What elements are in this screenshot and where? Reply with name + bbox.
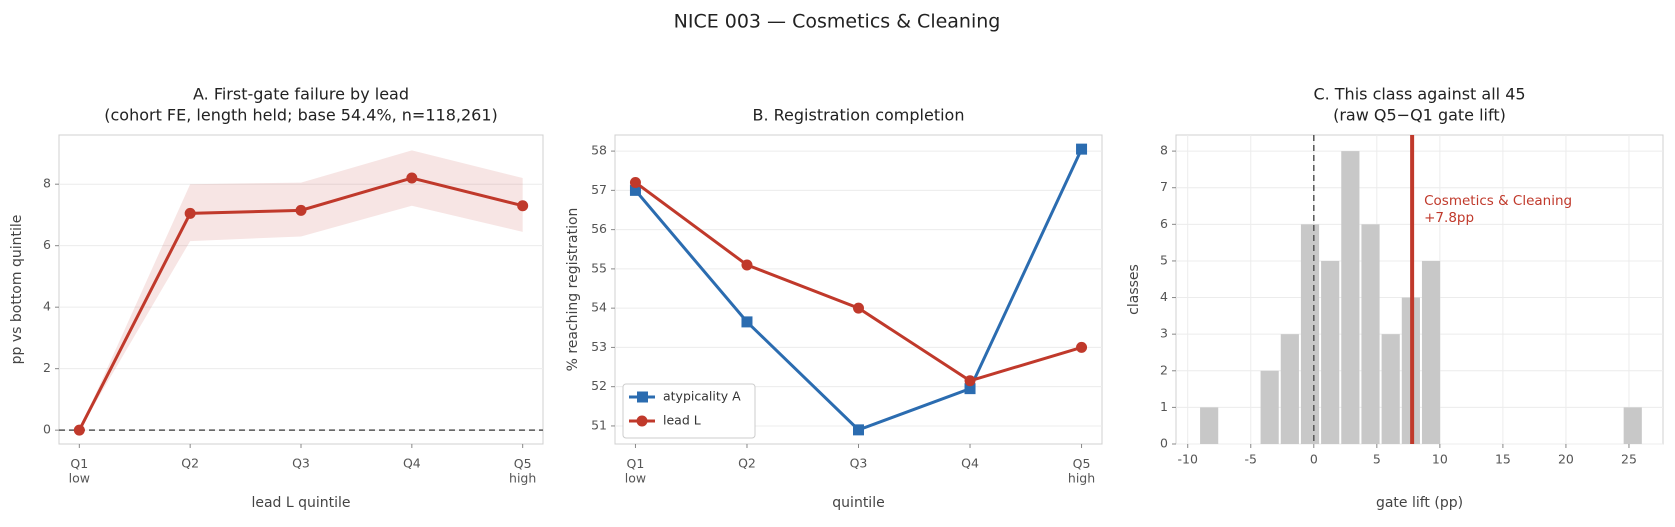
histogram-bar bbox=[1300, 224, 1320, 444]
y-axis-label: % reaching registration bbox=[565, 208, 581, 372]
marker bbox=[853, 302, 864, 314]
x-tick-label: 0 bbox=[1310, 452, 1318, 467]
x-tick-label: Q4 bbox=[403, 456, 421, 471]
y-tick-label: 6 bbox=[43, 237, 51, 252]
y-tick-label: 2 bbox=[1160, 362, 1168, 377]
marker bbox=[629, 177, 641, 189]
highlight-value-label: +7.8pp bbox=[1424, 210, 1474, 226]
histogram-bar bbox=[1421, 260, 1441, 444]
x-tick-label: Q5 high bbox=[1068, 456, 1095, 485]
y-tick-label: 0 bbox=[1160, 436, 1168, 451]
panel-subtitle: (cohort FE, length held; base 54.4%, n=1… bbox=[104, 106, 498, 125]
x-tick-label: 25 bbox=[1621, 452, 1637, 467]
y-tick-label: 52 bbox=[591, 378, 607, 393]
marker bbox=[73, 424, 85, 436]
y-tick-label: 6 bbox=[1160, 216, 1168, 231]
legend-marker bbox=[636, 415, 648, 427]
legend-label: atypicality A bbox=[663, 389, 741, 404]
histogram-bar bbox=[1280, 334, 1299, 444]
x-tick-label: 10 bbox=[1432, 452, 1448, 467]
histogram-bar bbox=[1361, 224, 1380, 444]
marker bbox=[184, 207, 196, 219]
legend-marker bbox=[637, 391, 648, 403]
y-tick-label: 2 bbox=[43, 360, 51, 375]
histogram-bar bbox=[1623, 407, 1642, 444]
x-tick-label: Q2 bbox=[181, 456, 199, 471]
x-tick-label: -5 bbox=[1245, 452, 1257, 467]
marker bbox=[853, 424, 864, 436]
marker bbox=[1076, 143, 1088, 155]
x-tick-label: -10 bbox=[1178, 452, 1198, 467]
plot-area bbox=[58, 134, 544, 445]
y-tick-label: 1 bbox=[1160, 399, 1168, 414]
y-tick-label: 4 bbox=[43, 299, 51, 314]
panel-title: B. Registration completion bbox=[753, 106, 965, 125]
figure-title: NICE 003 — Cosmetics & Cleaning bbox=[674, 11, 1001, 33]
x-tick-label: 5 bbox=[1373, 452, 1381, 467]
marker bbox=[517, 200, 529, 212]
y-tick-label: 3 bbox=[1160, 326, 1168, 341]
x-tick-label: 15 bbox=[1495, 452, 1511, 467]
x-axis-label: quintile bbox=[832, 495, 884, 511]
y-axis-label: pp vs bottom quintile bbox=[9, 215, 25, 365]
histogram-bar bbox=[1341, 151, 1360, 444]
y-tick-label: 55 bbox=[591, 260, 607, 275]
x-tick-label: Q1 low bbox=[69, 456, 90, 485]
marker bbox=[964, 383, 976, 395]
y-tick-label: 56 bbox=[591, 221, 607, 236]
y-tick-label: 58 bbox=[591, 143, 607, 158]
x-tick-label: Q2 bbox=[738, 456, 756, 471]
y-tick-label: 54 bbox=[591, 300, 607, 315]
histogram-bar bbox=[1200, 407, 1219, 444]
y-tick-label: 5 bbox=[1160, 252, 1168, 267]
x-tick-label: Q4 bbox=[961, 456, 979, 471]
x-tick-label: Q3 bbox=[292, 456, 310, 471]
y-tick-label: 8 bbox=[1160, 143, 1168, 158]
histogram-bar bbox=[1260, 370, 1279, 444]
y-axis-label: classes bbox=[1126, 264, 1142, 315]
marker bbox=[629, 184, 641, 196]
confidence-band bbox=[79, 150, 523, 431]
panel-subtitle: (raw Q5−Q1 gate lift) bbox=[1333, 106, 1506, 125]
panel-title: A. First-gate failure by lead bbox=[193, 85, 409, 104]
histogram-bar bbox=[1321, 260, 1340, 444]
legend-box bbox=[622, 383, 756, 439]
x-tick-label: Q5 high bbox=[509, 456, 536, 485]
marker bbox=[1076, 341, 1088, 353]
y-tick-label: 4 bbox=[1160, 289, 1168, 304]
x-tick-label: 20 bbox=[1558, 452, 1574, 467]
marker bbox=[741, 259, 753, 271]
y-tick-label: 8 bbox=[43, 176, 51, 191]
x-axis-label: gate lift (pp) bbox=[1376, 495, 1463, 511]
highlight-label: Cosmetics & Cleaning bbox=[1424, 193, 1572, 209]
panel-title: C. This class against all 45 bbox=[1313, 85, 1525, 104]
marker bbox=[295, 204, 307, 216]
legend-label: lead L bbox=[663, 413, 701, 428]
marker bbox=[406, 172, 418, 184]
x-tick-label: Q1 low bbox=[625, 456, 646, 485]
y-tick-label: 7 bbox=[1160, 179, 1168, 194]
histogram-bar bbox=[1381, 334, 1400, 444]
x-tick-label: Q3 bbox=[850, 456, 868, 471]
x-axis-label: lead L quintile bbox=[251, 495, 350, 511]
marker bbox=[741, 316, 753, 328]
y-tick-label: 0 bbox=[43, 422, 51, 437]
y-tick-label: 51 bbox=[591, 417, 607, 432]
y-tick-label: 57 bbox=[591, 182, 607, 197]
marker bbox=[964, 375, 976, 387]
y-tick-label: 53 bbox=[591, 339, 607, 354]
